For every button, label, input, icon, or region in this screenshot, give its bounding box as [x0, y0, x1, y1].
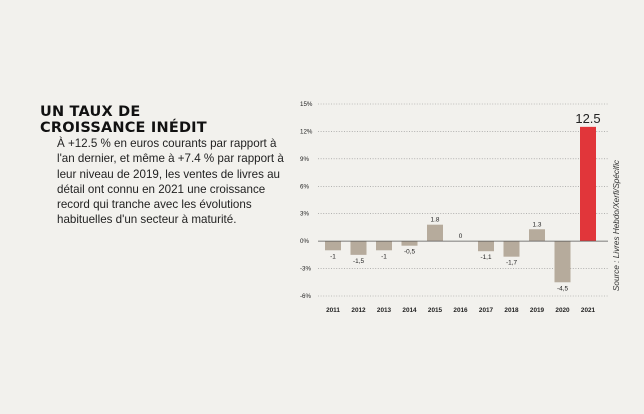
x-tick-label: 2012: [351, 307, 366, 314]
x-tick-label: 2014: [402, 307, 417, 314]
x-tick-label: 2018: [504, 307, 519, 314]
data-label-2011: -1: [330, 253, 336, 260]
y-tick-label: -3%: [300, 266, 312, 273]
data-label-2019: 1.3: [533, 221, 542, 228]
data-label-2020: -4,5: [557, 285, 568, 292]
y-tick-label: -6%: [300, 293, 312, 300]
bar-2017: [478, 241, 494, 252]
bar-2011: [325, 241, 341, 251]
x-tick-label: 2013: [377, 307, 392, 314]
y-tick-label: 9%: [300, 156, 309, 163]
headline-line-1: UN TAUX DE: [40, 104, 141, 120]
x-tick-label: 2016: [453, 307, 468, 314]
y-tick-label: 0%: [300, 238, 309, 245]
headline: UN TAUX DE CROISSANCE INÉDIT: [40, 104, 207, 136]
x-tick-label: 2021: [581, 307, 596, 314]
bar-2014: [401, 241, 418, 246]
data-label-2012: -1,5: [353, 258, 364, 265]
data-label-2018: -1,7: [506, 260, 517, 267]
x-tick-label: 2015: [428, 307, 443, 314]
body-paragraph: À +12.5 % en euros courants par rapport …: [57, 137, 284, 227]
bar-2015: [427, 224, 443, 242]
bar-2018: [503, 241, 520, 257]
data-label-2016: 0: [459, 233, 463, 240]
x-tick-label: 2011: [326, 307, 340, 314]
data-label-2014: -0,5: [404, 249, 415, 256]
y-tick-label: 6%: [300, 183, 309, 190]
x-tick-label: 2017: [479, 307, 494, 314]
data-label-2017: -1,1: [480, 254, 491, 261]
bar-2021: [580, 126, 596, 242]
y-tick-label: 12%: [300, 128, 313, 135]
bar-2019: [529, 229, 545, 242]
y-tick-label: 3%: [300, 211, 309, 218]
data-label-2013: -1: [381, 253, 387, 260]
headline-line-2: CROISSANCE INÉDIT: [40, 120, 207, 136]
data-label-2015: 1.8: [431, 217, 440, 224]
x-tick-label: 2020: [555, 307, 570, 314]
bar-2020: [554, 241, 571, 283]
y-tick-label: 15%: [300, 101, 313, 108]
bar-2013: [376, 241, 392, 251]
x-tick-label: 2019: [530, 307, 545, 314]
bar-2012: [350, 241, 367, 255]
data-label-2021: 12.5: [575, 111, 600, 126]
